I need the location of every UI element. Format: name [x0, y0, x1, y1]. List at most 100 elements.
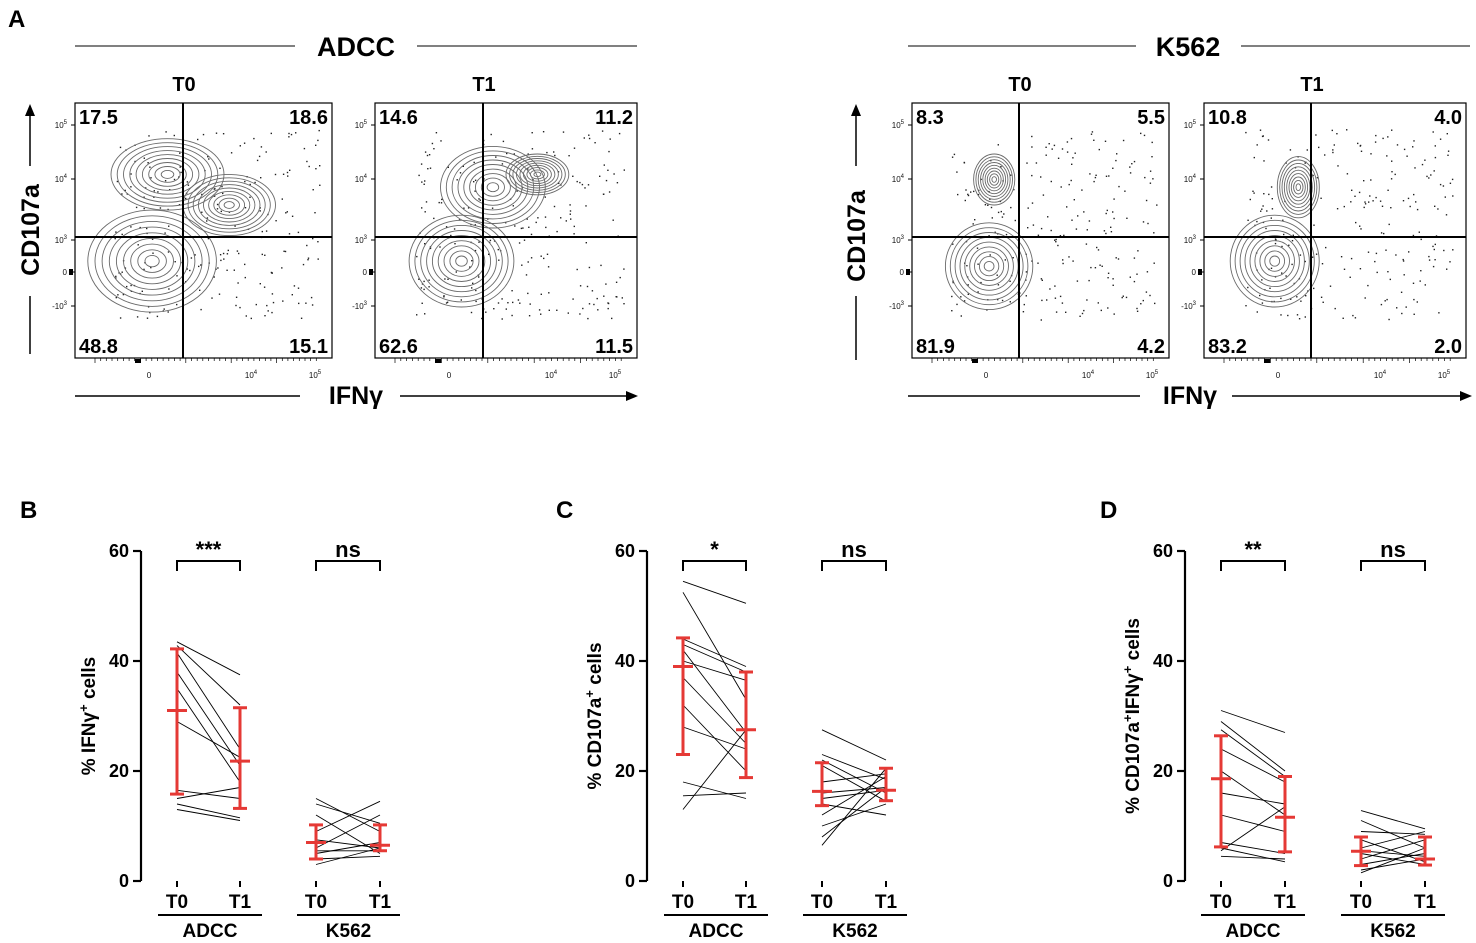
event-dot [1050, 229, 1052, 232]
event-dot [1040, 227, 1043, 230]
flow-y-tick: 0 [1192, 268, 1197, 277]
event-dot [569, 204, 571, 206]
event-dot [130, 284, 132, 287]
event-dot [1117, 258, 1120, 260]
event-dot [1343, 268, 1346, 270]
event-dot [529, 303, 531, 305]
event-dot [1375, 252, 1378, 255]
event-dot [1066, 206, 1068, 208]
event-dot [1093, 139, 1095, 141]
event-dot [1156, 204, 1158, 206]
contour-line [975, 156, 1013, 203]
event-dot [199, 289, 201, 291]
event-dot [1000, 166, 1002, 168]
event-dot [1387, 136, 1389, 138]
event-dot [531, 148, 534, 150]
event-dot [485, 311, 487, 313]
event-dot [530, 233, 533, 236]
contour-line [986, 170, 1002, 189]
event-dot [428, 286, 430, 288]
event-dot [497, 302, 500, 304]
event-dot [505, 222, 507, 224]
event-dot [588, 266, 591, 269]
quadrant-ur: 5.5 [1137, 107, 1165, 129]
event-dot [275, 220, 277, 222]
event-dot [960, 315, 962, 317]
contour-line [154, 166, 181, 183]
event-dot [569, 213, 571, 215]
event-dot [215, 132, 218, 134]
flow-x-tick: 104 [545, 370, 558, 380]
event-dot [1003, 213, 1005, 215]
event-dot [1072, 157, 1074, 159]
contour-line [1290, 176, 1306, 198]
event-dot [1252, 190, 1254, 192]
contour-line [978, 256, 1000, 277]
significance-label: ns [335, 537, 361, 562]
significance-bracket [1220, 560, 1286, 571]
event-dot [1142, 299, 1144, 302]
event-dot [114, 237, 116, 240]
event-dot [173, 178, 176, 181]
event-dot [270, 132, 272, 135]
event-dot [1413, 298, 1415, 301]
event-dot [1313, 224, 1315, 226]
y-tick-label: 40 [109, 651, 129, 671]
event-dot [261, 253, 263, 256]
event-dot [1444, 196, 1446, 198]
event-dot [1367, 251, 1370, 253]
event-dot [1357, 142, 1359, 145]
event-dot [596, 297, 598, 300]
event-dot [991, 217, 993, 219]
event-dot [151, 238, 154, 240]
event-dot [116, 180, 119, 183]
contour-line [455, 255, 468, 267]
event-dot [1031, 260, 1033, 262]
event-dot [1388, 318, 1390, 321]
event-dot [951, 310, 953, 312]
event-dot [565, 220, 567, 222]
event-dot [216, 203, 219, 206]
event-dot [516, 190, 518, 192]
event-dot [956, 171, 958, 173]
event-dot [576, 180, 578, 183]
event-dot [1350, 257, 1353, 260]
event-dot [431, 142, 434, 145]
event-dot [1285, 162, 1287, 164]
paired-line [682, 781, 747, 799]
event-dot [572, 298, 574, 300]
contour-line [408, 214, 515, 308]
quadrant-ll: 62.6 [379, 336, 418, 358]
contour-line [1249, 235, 1300, 288]
event-dot [1259, 129, 1262, 131]
flow-y-label-adcc: CD107a [17, 183, 45, 276]
event-dot [1391, 160, 1393, 162]
event-dot [130, 226, 132, 228]
contour-line [515, 160, 559, 189]
event-dot [1010, 206, 1012, 209]
contour-line [1254, 240, 1295, 282]
event-dot [1066, 141, 1069, 143]
event-dot [202, 133, 205, 136]
group-k562: ns T0 T1 K562 [803, 537, 907, 942]
event-dot [517, 299, 520, 301]
contour-line [984, 167, 1004, 192]
event-dot [1271, 208, 1274, 210]
event-dot [1402, 258, 1404, 261]
event-dot [460, 299, 462, 301]
event-dot [115, 277, 117, 279]
event-dot [288, 233, 291, 235]
event-dot [1426, 175, 1428, 178]
event-dot [582, 307, 584, 310]
contour-line [1264, 250, 1286, 272]
event-dot [1395, 254, 1397, 256]
contour-line [1259, 245, 1290, 277]
event-dot [124, 189, 126, 192]
event-dot [528, 315, 531, 317]
event-dot [462, 165, 464, 167]
group-label: ADCC [1226, 921, 1281, 942]
event-dot [243, 142, 246, 144]
event-dot [1027, 227, 1029, 229]
event-dot [1256, 311, 1258, 313]
event-dot [447, 278, 449, 280]
